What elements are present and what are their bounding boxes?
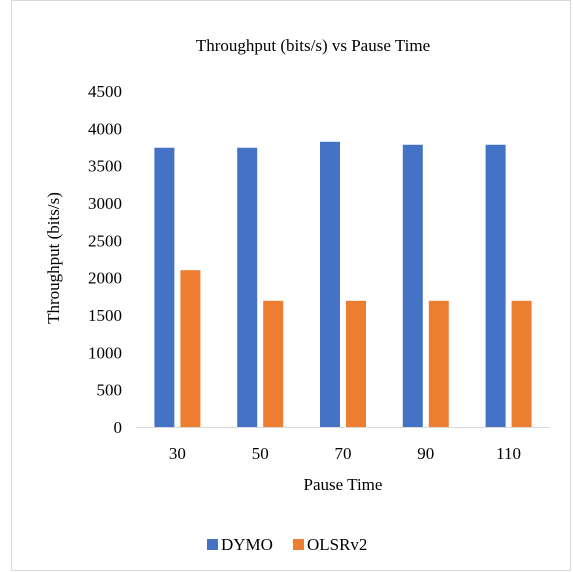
y-tick-label: 4500	[88, 82, 122, 101]
y-tick-label: 2500	[88, 231, 122, 250]
y-tick-label: 2000	[88, 269, 122, 288]
y-tick-label: 3000	[88, 194, 122, 213]
bar-dymo-50	[237, 147, 258, 427]
x-axis-ticks: 30 50 70 90 110	[169, 444, 521, 463]
bar-olsrv2-50	[263, 300, 284, 427]
chart-title: Throughput (bits/s) vs Pause Time	[196, 36, 430, 55]
x-tick-label: 90	[417, 444, 434, 463]
y-tick-label: 3500	[88, 157, 122, 176]
bar-dymo-70	[320, 141, 340, 428]
legend-label-dymo: DYMO	[221, 535, 273, 554]
bar-dymo-90	[402, 144, 423, 427]
x-tick-label: 50	[252, 444, 269, 463]
legend: DYMO OLSRv2	[207, 535, 367, 554]
y-tick-label: 1000	[88, 343, 122, 362]
y-tick-label: 0	[114, 418, 123, 437]
chart-frame	[11, 0, 571, 571]
bar-dymo-30	[154, 147, 175, 427]
x-tick-label: 70	[335, 444, 352, 463]
y-tick-label: 1500	[88, 306, 122, 325]
bar-olsrv2-110	[511, 300, 532, 427]
bar-olsrv2-90	[428, 300, 449, 427]
x-tick-label: 30	[169, 444, 186, 463]
bar-olsrv2-30	[180, 270, 201, 427]
y-axis-ticks: 0 500 1000 1500 2000 2500 3000 3500 4000 4500	[88, 82, 122, 437]
y-tick-label: 500	[97, 381, 123, 400]
legend-swatch-dymo	[207, 539, 218, 550]
legend-label-olsrv2: OLSRv2	[307, 535, 367, 554]
x-tick-label: 110	[496, 444, 521, 463]
y-axis-label: Throughput (bits/s)	[44, 192, 63, 324]
bar-dymo-110	[485, 144, 506, 427]
bars	[154, 141, 532, 428]
y-tick-label: 4000	[88, 119, 122, 138]
legend-swatch-olsrv2	[292, 539, 304, 550]
bar-olsrv2-70	[346, 300, 366, 427]
x-axis-label: Pause Time	[304, 475, 383, 494]
